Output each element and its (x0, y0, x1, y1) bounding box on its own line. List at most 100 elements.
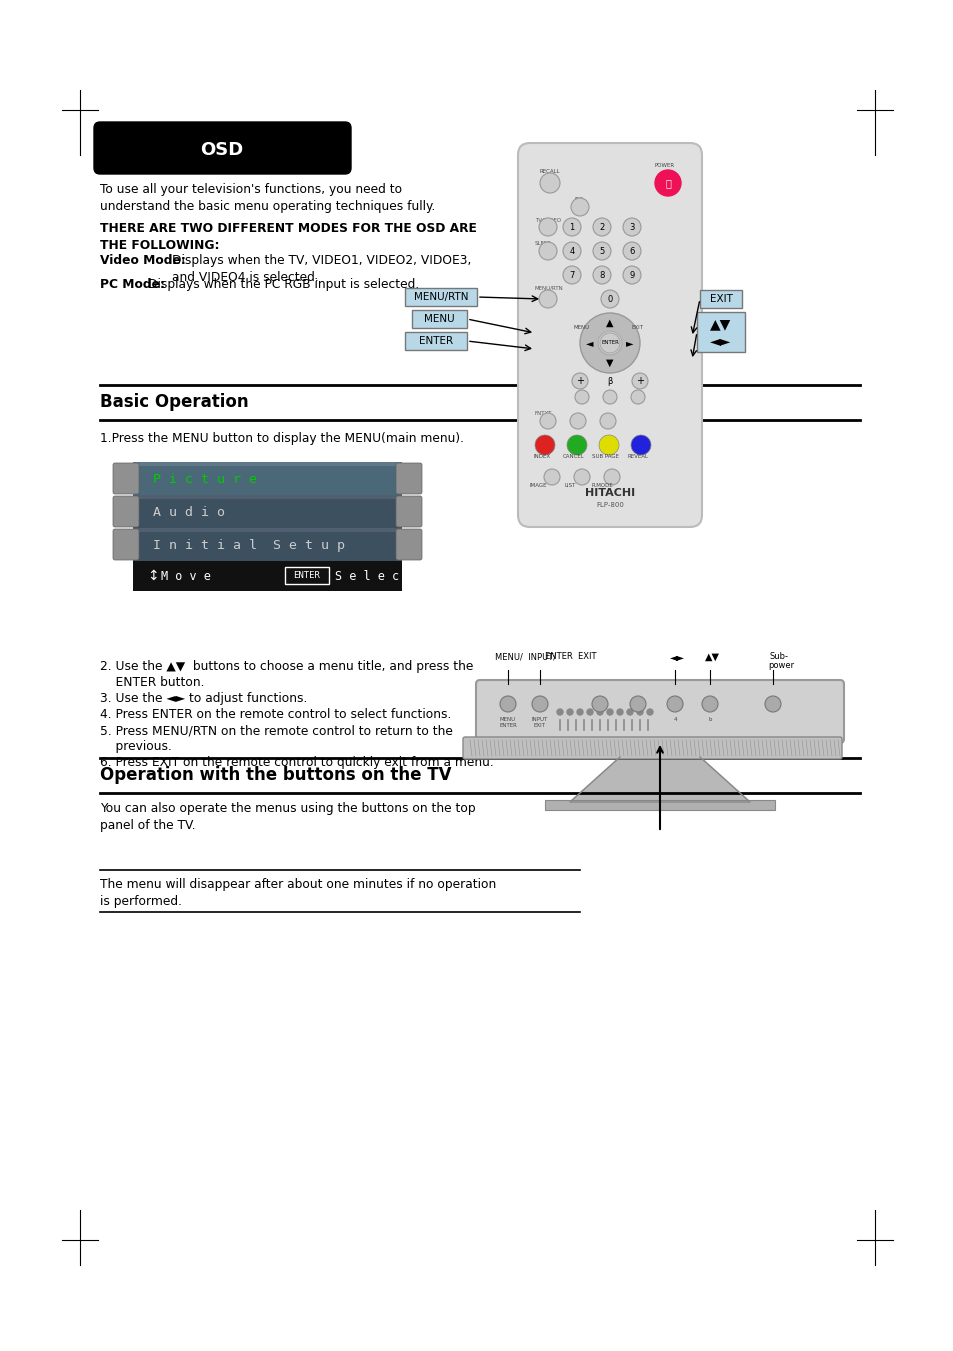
Text: FLP-800: FLP-800 (596, 503, 623, 508)
Circle shape (600, 290, 618, 308)
Circle shape (575, 390, 588, 404)
Text: You can also operate the menus using the buttons on the top
panel of the TV.: You can also operate the menus using the… (100, 802, 476, 832)
Circle shape (579, 313, 639, 373)
Text: ▼: ▼ (605, 358, 613, 367)
Text: 3. Use the ◄► to adjust functions.: 3. Use the ◄► to adjust functions. (100, 692, 307, 705)
FancyBboxPatch shape (395, 530, 421, 561)
Text: ◄: ◄ (586, 338, 593, 349)
Circle shape (622, 242, 640, 259)
Bar (132, 528, 401, 561)
Circle shape (574, 469, 589, 485)
Text: 6: 6 (629, 246, 634, 255)
Circle shape (569, 413, 585, 430)
Circle shape (543, 469, 559, 485)
Text: MENU
ENTER: MENU ENTER (498, 717, 517, 728)
Text: Operation with the buttons on the TV: Operation with the buttons on the TV (100, 766, 451, 784)
Text: RECALL: RECALL (539, 169, 560, 174)
Polygon shape (569, 757, 749, 802)
Circle shape (592, 696, 607, 712)
Text: TV/VIDEO: TV/VIDEO (535, 218, 560, 222)
Text: power: power (767, 661, 793, 670)
Circle shape (603, 469, 619, 485)
Text: ↕: ↕ (147, 569, 158, 584)
Text: 1.Press the MENU button to display the MENU(main menu).: 1.Press the MENU button to display the M… (100, 432, 463, 444)
Text: Video Mode:: Video Mode: (100, 254, 186, 267)
Circle shape (593, 218, 610, 236)
Circle shape (538, 290, 557, 308)
Circle shape (606, 709, 613, 715)
Text: ENTER: ENTER (418, 336, 453, 346)
Text: IPG: IPG (575, 197, 583, 203)
Text: b: b (707, 717, 711, 721)
Text: 4: 4 (569, 246, 574, 255)
Bar (132, 494, 401, 528)
Circle shape (597, 709, 602, 715)
FancyBboxPatch shape (405, 288, 476, 305)
Text: ◄►: ◄► (710, 334, 731, 349)
Text: ▲: ▲ (605, 317, 613, 328)
Text: MENU: MENU (424, 313, 455, 324)
Text: EXIT: EXIT (709, 295, 732, 304)
Circle shape (701, 696, 718, 712)
Text: 6. Press EXIT on the remote control to quickly exit from a menu.: 6. Press EXIT on the remote control to q… (100, 757, 494, 769)
Circle shape (566, 709, 573, 715)
Circle shape (593, 266, 610, 284)
Text: P i c t u r e: P i c t u r e (152, 473, 256, 486)
Circle shape (599, 332, 619, 353)
Text: Sub-: Sub- (769, 653, 788, 661)
Text: PC Mode:: PC Mode: (100, 278, 165, 290)
Circle shape (571, 199, 588, 216)
Circle shape (646, 709, 652, 715)
FancyBboxPatch shape (476, 680, 843, 743)
Circle shape (630, 390, 644, 404)
Circle shape (562, 242, 580, 259)
Text: +: + (636, 376, 643, 386)
Text: ◄►: ◄► (669, 653, 684, 662)
FancyBboxPatch shape (405, 332, 467, 350)
Circle shape (557, 709, 562, 715)
Text: Displays when the PC RGB input is selected.: Displays when the PC RGB input is select… (148, 278, 418, 290)
Text: ⏻: ⏻ (664, 178, 670, 188)
Circle shape (562, 266, 580, 284)
Text: I n i t i a l  S e t u p: I n i t i a l S e t u p (152, 539, 345, 553)
Text: LIST: LIST (564, 484, 575, 488)
Text: MENU/  INPUT/: MENU/ INPUT/ (495, 653, 556, 661)
Circle shape (598, 331, 621, 355)
Circle shape (626, 709, 633, 715)
Circle shape (622, 218, 640, 236)
Text: 3: 3 (629, 223, 634, 231)
Text: 5. Press MENU/RTN on the remote control to return to the: 5. Press MENU/RTN on the remote control … (100, 724, 453, 738)
FancyBboxPatch shape (700, 290, 741, 308)
FancyBboxPatch shape (395, 463, 421, 494)
Circle shape (586, 709, 593, 715)
Text: ENTER: ENTER (294, 571, 320, 581)
FancyBboxPatch shape (395, 496, 421, 527)
Text: REVEAL: REVEAL (627, 454, 648, 459)
Text: previous.: previous. (100, 740, 172, 753)
Circle shape (577, 709, 582, 715)
Text: Basic Operation: Basic Operation (100, 393, 249, 411)
Text: +: + (576, 376, 583, 386)
Circle shape (599, 413, 616, 430)
Text: β: β (607, 377, 612, 385)
Text: 1: 1 (569, 223, 574, 231)
Text: 5: 5 (598, 246, 604, 255)
Text: ENTER button.: ENTER button. (100, 676, 204, 689)
FancyBboxPatch shape (112, 496, 139, 527)
Text: 7: 7 (569, 270, 574, 280)
Circle shape (622, 266, 640, 284)
Bar (132, 528, 401, 532)
Text: INDEX: INDEX (533, 454, 550, 459)
Text: 9: 9 (629, 270, 634, 280)
Circle shape (666, 696, 682, 712)
Text: INPUT
EXIT: INPUT EXIT (532, 717, 548, 728)
FancyBboxPatch shape (112, 530, 139, 561)
Text: S e l e c t: S e l e c t (335, 570, 413, 582)
Circle shape (617, 709, 622, 715)
Circle shape (602, 390, 617, 404)
Circle shape (538, 218, 557, 236)
Circle shape (572, 373, 587, 389)
Text: HITACHI: HITACHI (584, 488, 635, 499)
Text: MENU/RTN: MENU/RTN (535, 285, 563, 290)
Text: 2: 2 (598, 223, 604, 231)
